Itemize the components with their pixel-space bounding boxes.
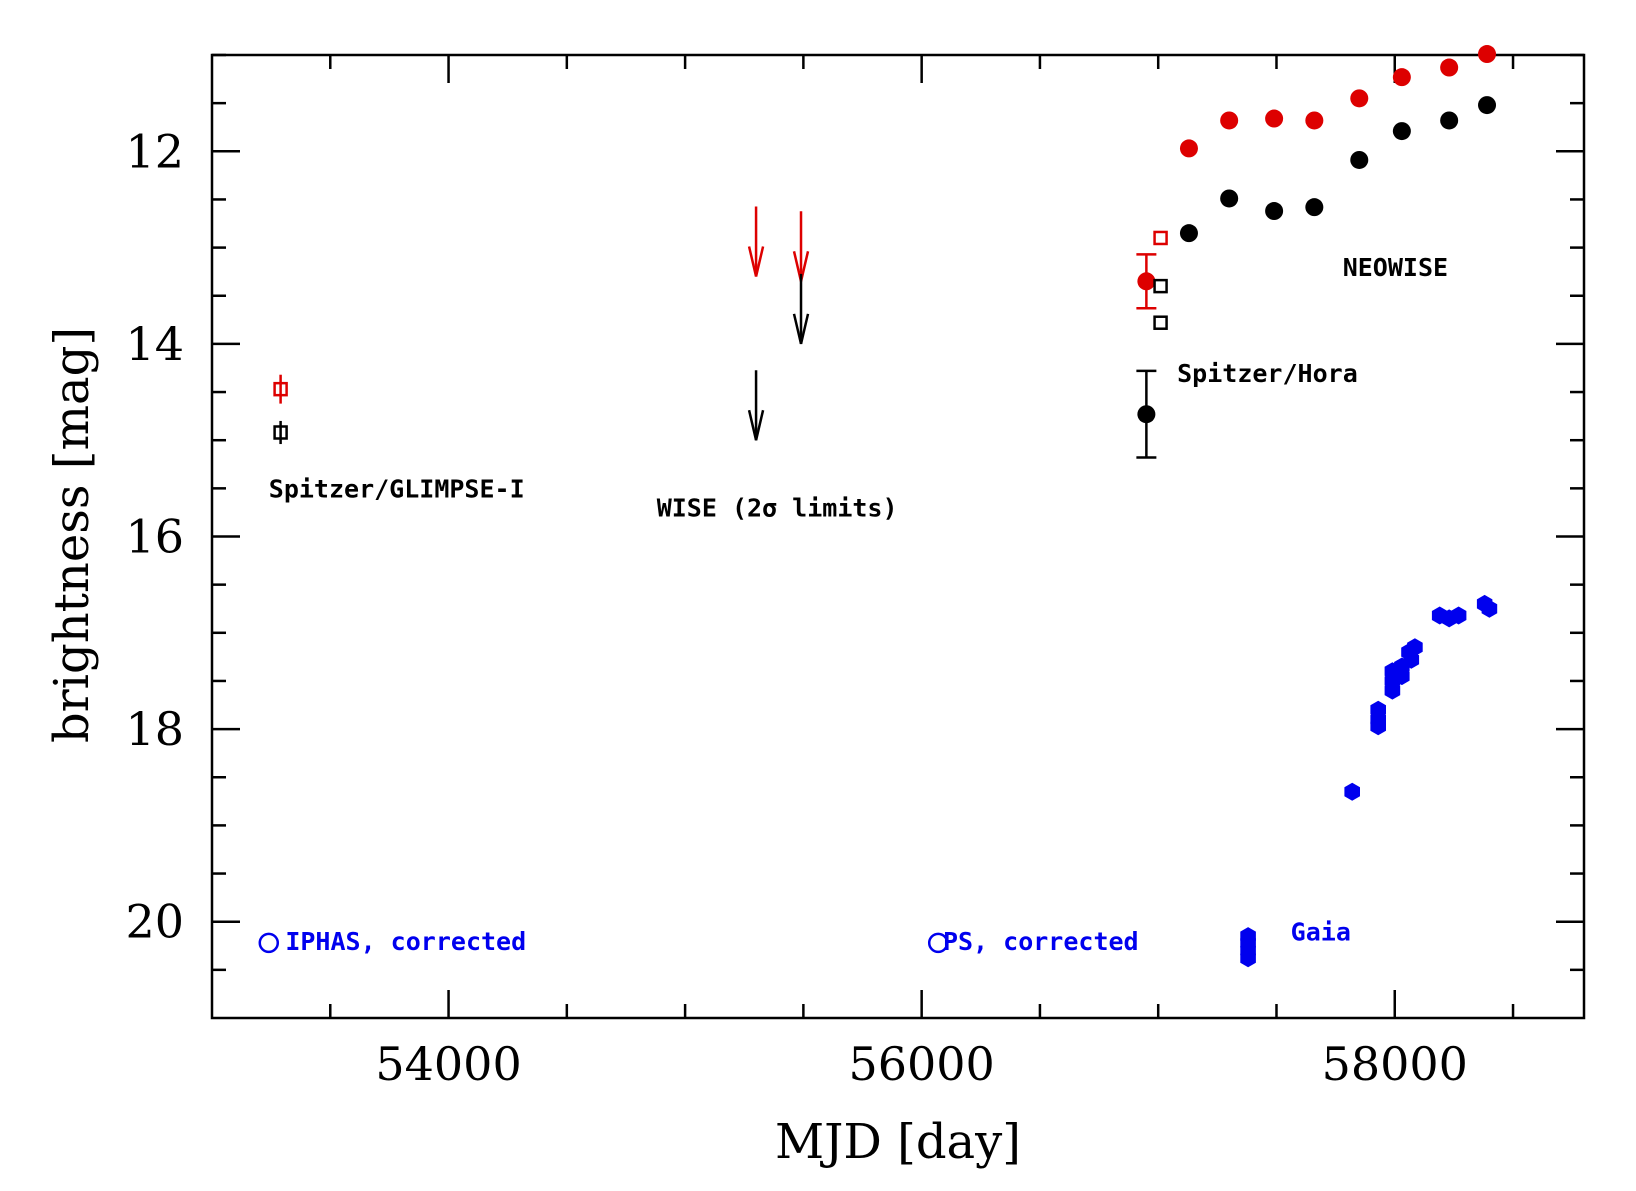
- data-point: [1220, 111, 1239, 130]
- upper-limit-arrowhead: [747, 246, 765, 277]
- axis-tick-labels: 54000 56000 58000 12 14 16 18 20: [125, 124, 1467, 1091]
- data-point: [1478, 45, 1497, 64]
- data-point-square: [1153, 278, 1168, 294]
- data-point: [1392, 68, 1411, 87]
- data-point-square: [1153, 230, 1168, 246]
- x-axis-title: MJD [day]: [775, 1114, 1021, 1170]
- annotations: Spitzer/GLIMPSE-I WISE (2σ limits) NEOWISE…: [269, 253, 1448, 956]
- data-point-open-circle: [258, 932, 280, 954]
- data-point-hexagon: [1344, 782, 1360, 801]
- data-point: [1179, 139, 1198, 158]
- x-tick-label: 56000: [848, 1037, 994, 1091]
- data-point: [1440, 58, 1459, 77]
- data-point-square: [273, 425, 288, 440]
- data-point: [1137, 405, 1156, 424]
- y-axis-title: brightness [mag]: [44, 327, 100, 743]
- data-point: [1179, 224, 1198, 243]
- data-point: [1305, 198, 1324, 217]
- data-point: [1440, 111, 1459, 130]
- data-point-hexagon: [1370, 717, 1386, 736]
- data-point: [1478, 96, 1497, 115]
- data-point-hexagon: [1394, 667, 1410, 686]
- data-point: [1265, 202, 1284, 221]
- data-point-hexagon: [1450, 606, 1467, 625]
- annotation-label: PS, corrected: [943, 927, 1139, 956]
- annotation-label: WISE (2σ limits): [657, 494, 898, 523]
- upper-limit-arrowhead: [792, 313, 810, 345]
- x-tick-label: 54000: [375, 1037, 521, 1091]
- x-tick-label: 58000: [1322, 1037, 1468, 1091]
- data-point: [1392, 122, 1411, 141]
- data-point-hexagon: [1240, 949, 1256, 968]
- y-tick-label: 20: [125, 895, 184, 949]
- annotation-label: Gaia: [1291, 917, 1351, 946]
- annotation-label: Spitzer/Hora: [1177, 359, 1358, 388]
- plot-frame: [210, 53, 1586, 1020]
- y-tick-label: 12: [125, 124, 184, 178]
- data-point-hexagon: [1481, 599, 1498, 618]
- data-marks: [258, 45, 1498, 968]
- data-point-square: [273, 381, 288, 397]
- data-point: [1220, 189, 1239, 208]
- annotation-label: IPHAS, corrected: [285, 927, 526, 956]
- data-point: [1350, 89, 1369, 108]
- axis-ticks: [212, 53, 1584, 1018]
- data-point-hexagon: [1407, 638, 1423, 657]
- y-tick-label: 14: [125, 317, 184, 371]
- y-tick-label: 16: [125, 510, 184, 564]
- annotation-label: Spitzer/GLIMPSE-I: [269, 474, 525, 503]
- y-tick-label: 18: [125, 702, 184, 756]
- data-point: [1137, 272, 1156, 291]
- data-point-hexagon: [1384, 681, 1401, 700]
- data-point: [1350, 150, 1369, 169]
- data-point: [1305, 111, 1324, 130]
- annotation-label: NEOWISE: [1343, 253, 1448, 282]
- data-point-open-circle: [927, 932, 949, 954]
- data-point-square: [1153, 315, 1168, 330]
- data-point: [1265, 109, 1284, 128]
- upper-limit-arrowhead: [747, 409, 765, 441]
